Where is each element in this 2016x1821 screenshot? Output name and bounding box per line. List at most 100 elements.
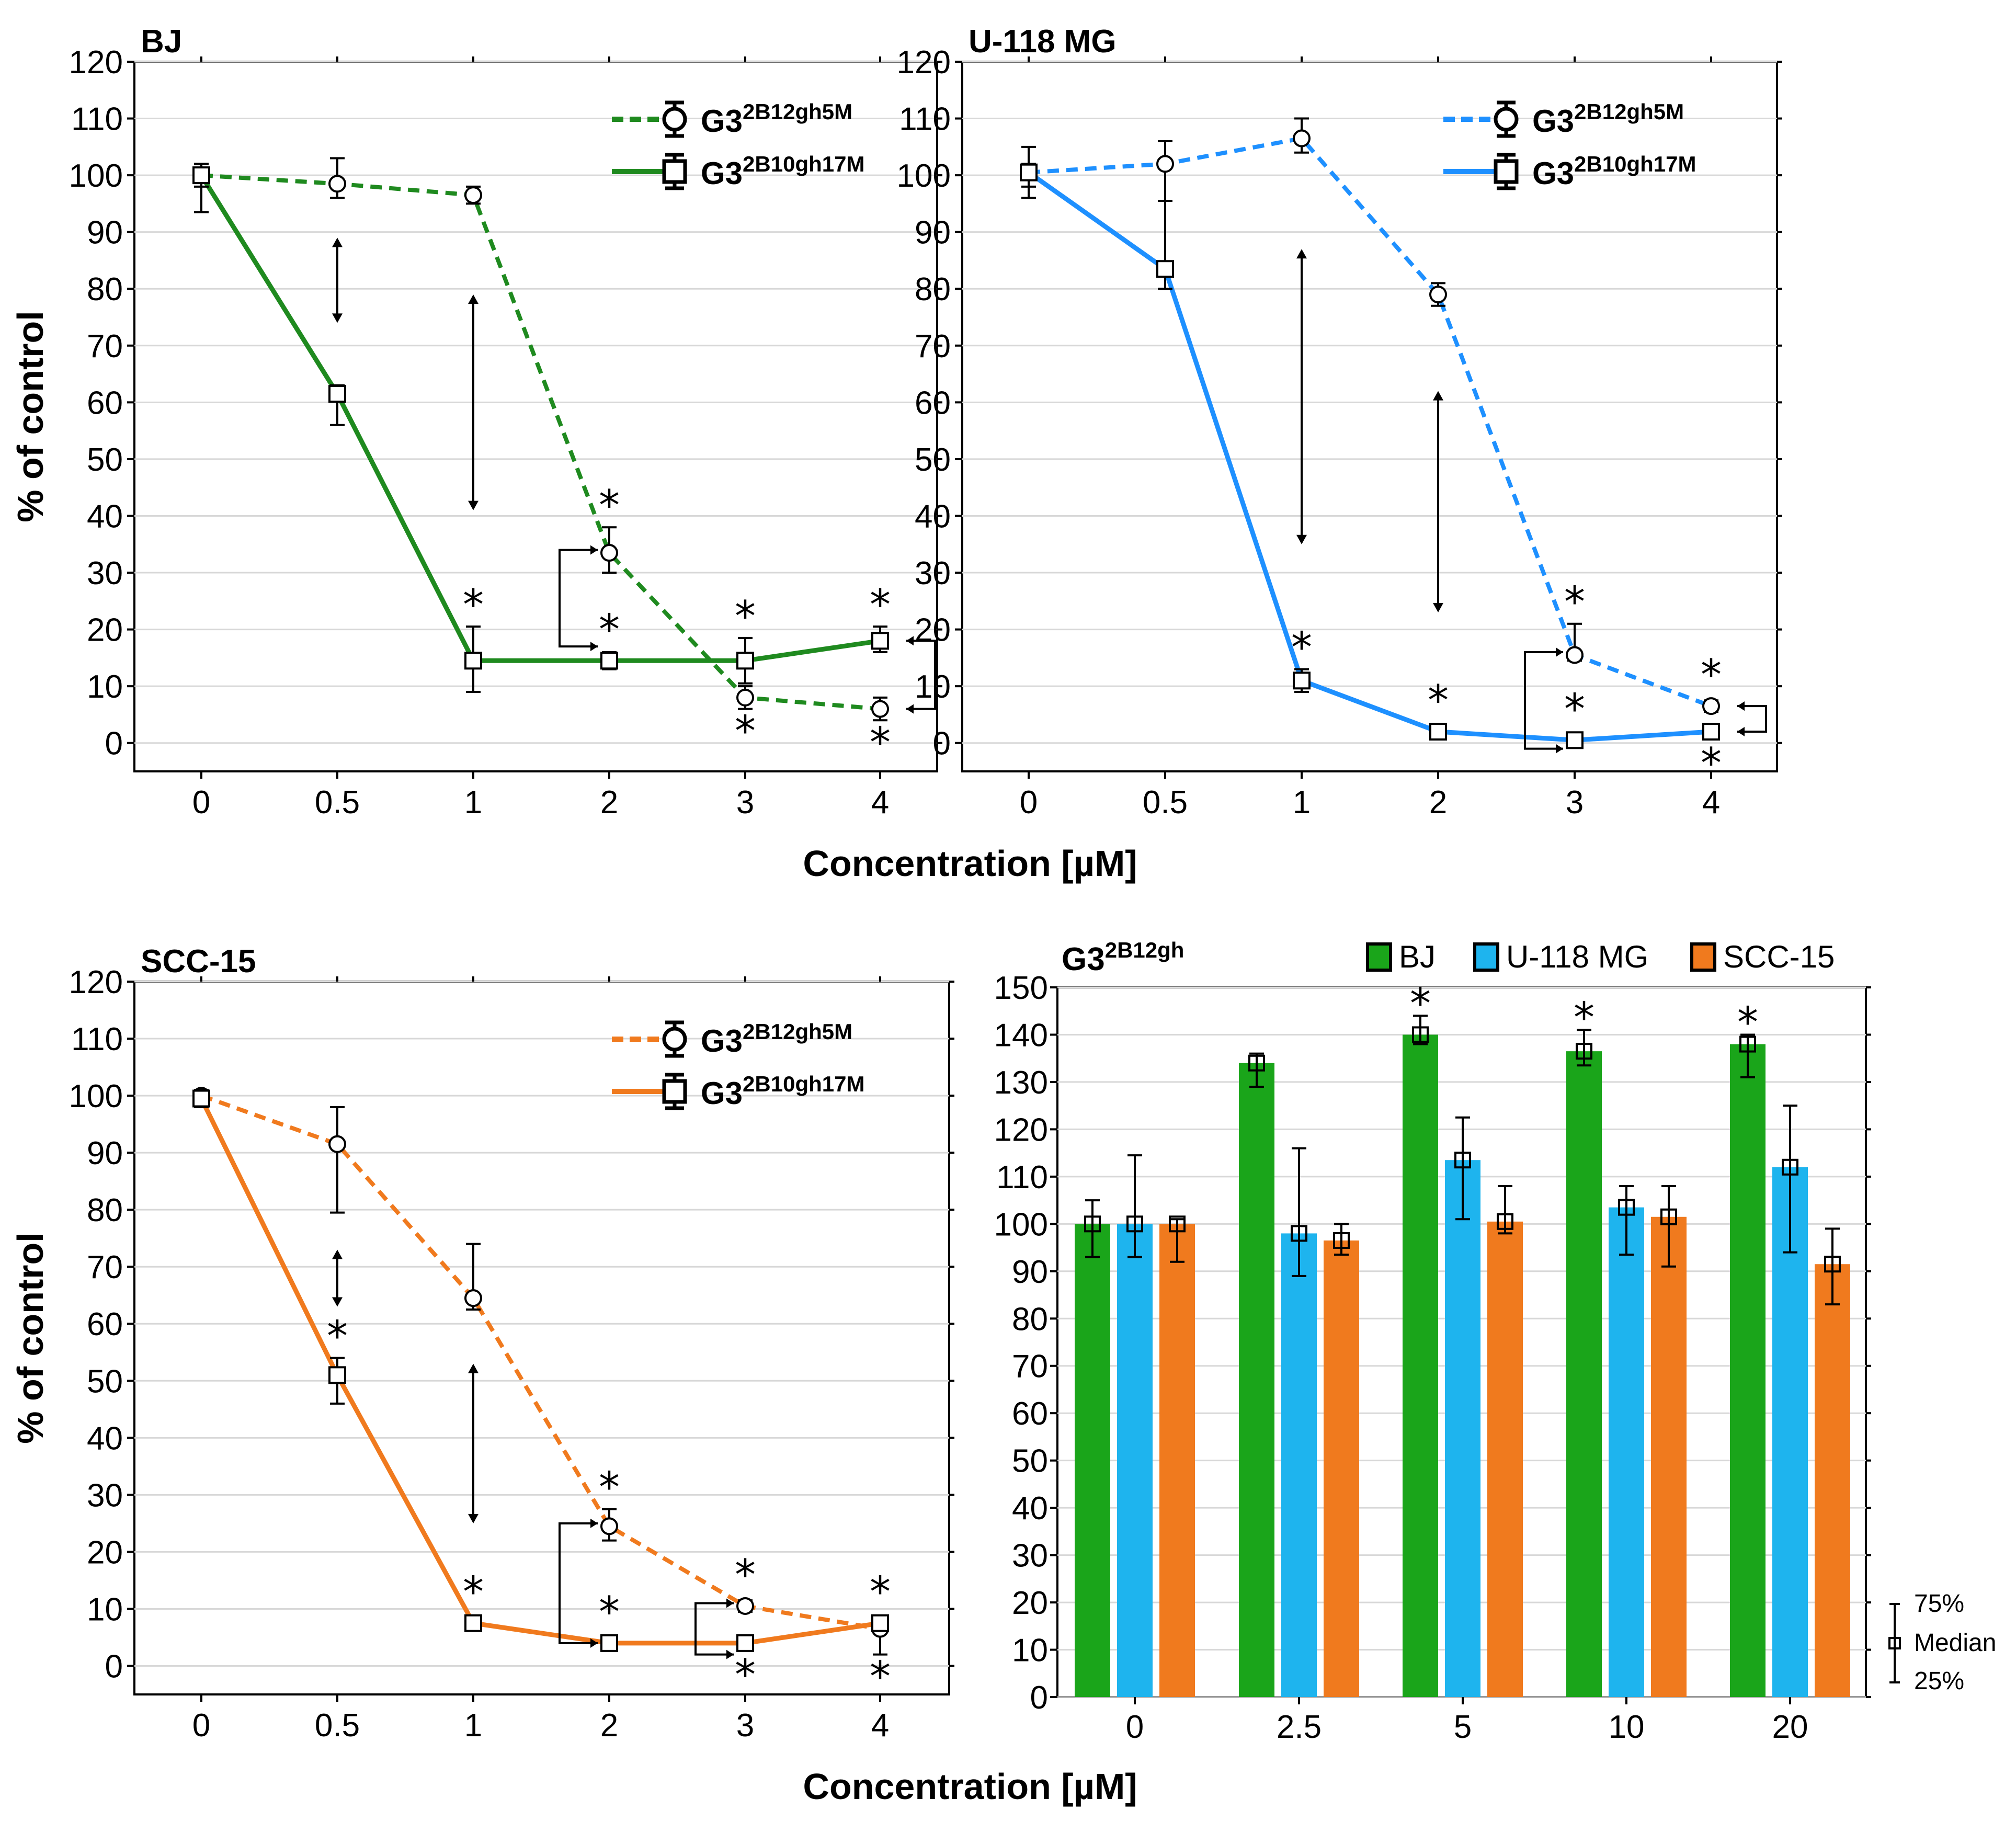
significance-star: * [735, 1651, 756, 1699]
data-point-square [1156, 260, 1174, 278]
significance-star: * [870, 581, 891, 629]
significance-star: * [735, 707, 756, 756]
y-tick-label: 20 [1012, 1585, 1048, 1621]
panel-title: BJ [141, 24, 182, 60]
y-tick-label: 60 [87, 385, 123, 421]
data-point-square [736, 1634, 754, 1652]
x-tick-label: 4 [871, 1708, 889, 1744]
chart-panel-bar: 0 10 20 30 40 50 60 70 80 90 100 110 120 130 140 150 0 2.… [994, 938, 1871, 1745]
y-tick-label: 30 [915, 555, 951, 591]
legend-label-base: G3 [701, 104, 743, 139]
y-axis-label: % of control [10, 1232, 51, 1443]
legend-label: G32B10gh17M [701, 1072, 864, 1111]
arrow-head [332, 1297, 343, 1307]
chart-panel-scc15: 0 10 20 30 40 50 60 70 80 90 100 110 120 0 0.5 1 2 3 4 SCC-… [10, 943, 954, 1744]
x-tick-label: 2.5 [1277, 1709, 1322, 1745]
data-point-circle [871, 700, 889, 718]
y-tick-label: 100 [69, 158, 123, 194]
data-point-circle [1156, 155, 1174, 173]
y-tick-label: 50 [87, 1363, 123, 1399]
x-tick-label: 4 [1702, 784, 1720, 821]
y-tick-label: 120 [69, 964, 123, 1000]
x-tick-label: 0.5 [315, 784, 360, 821]
bar [1772, 1167, 1808, 1697]
data-point-square [1293, 672, 1311, 690]
median-marker [1576, 1043, 1592, 1060]
x-tick-label: 2 [1429, 784, 1447, 821]
arrow-head [906, 636, 914, 646]
x-tick-label: 0.5 [315, 1708, 360, 1744]
x-tick-label: 2 [600, 784, 618, 821]
y-tick-label: 70 [87, 1249, 123, 1285]
y-tick-label: 80 [1012, 1301, 1048, 1337]
median-marker [1660, 1208, 1677, 1225]
bar [1239, 1063, 1274, 1697]
y-tick-label: 40 [87, 498, 123, 534]
legend-label-sup: 2B12gh5M [743, 1019, 852, 1044]
bar [1487, 1221, 1523, 1697]
y-tick-label: 0 [105, 726, 123, 762]
bar [1117, 1224, 1153, 1697]
median-marker [1824, 1256, 1841, 1273]
y-tick-label: 130 [994, 1065, 1048, 1101]
data-point-square [1566, 731, 1584, 749]
y-tick-label: 120 [69, 44, 123, 81]
legend-label: G32B10gh17M [701, 152, 864, 191]
bar [1730, 1044, 1766, 1697]
y-tick-label: 50 [87, 442, 123, 478]
arrow-head [468, 1363, 479, 1373]
x-tick-label: 10 [1609, 1709, 1645, 1745]
data-point-circle [464, 186, 482, 204]
arrow-head [1433, 391, 1443, 401]
median-marker [1412, 1026, 1429, 1043]
legend-label-sup: 2B12gh5M [743, 99, 852, 124]
comparison-bracket [559, 1522, 598, 1644]
significance-star: * [735, 1551, 756, 1599]
y-tick-label: 70 [1012, 1349, 1048, 1385]
y-tick-label: 60 [915, 385, 951, 421]
bar [1281, 1233, 1317, 1697]
y-tick-label: 30 [1012, 1538, 1048, 1574]
y-tick-label: 40 [1012, 1490, 1048, 1527]
data-point-circle [1429, 286, 1447, 304]
median-marker [1169, 1215, 1186, 1233]
box-key-75: 75% [1914, 1590, 1964, 1618]
y-tick-label: 110 [71, 101, 123, 138]
legend-marker-circle [662, 107, 687, 132]
y-tick-label: 100 [69, 1078, 123, 1114]
significance-star: * [870, 1568, 891, 1617]
data-point-square [871, 632, 889, 650]
data-point-square [871, 1614, 889, 1632]
x-tick-label: 3 [736, 784, 754, 821]
x-tick-label: 5 [1454, 1709, 1472, 1745]
y-tick-label: 50 [1012, 1443, 1048, 1479]
bar [1609, 1207, 1644, 1697]
x-tick-label: 1 [464, 1708, 482, 1744]
y-tick-label: 10 [915, 669, 951, 705]
data-point-square [328, 1366, 346, 1384]
y-tick-label: 90 [87, 215, 123, 251]
significance-star: * [463, 581, 484, 629]
y-tick-label: 10 [87, 669, 123, 705]
chart-panel-u118mg: 0 10 20 30 40 50 60 70 80 90 100 110 120 0 0.5 1 2 3 4 U-11… [897, 24, 1782, 821]
bar [1445, 1160, 1480, 1697]
legend-swatch [1366, 942, 1392, 972]
median-marker [1126, 1215, 1143, 1233]
y-tick-label: 110 [71, 1021, 123, 1057]
y-tick-label: 80 [87, 271, 123, 308]
arrow-head [1737, 701, 1745, 711]
y-tick-label: 0 [105, 1648, 123, 1685]
plot-frame [961, 61, 1778, 772]
y-tick-label: 10 [87, 1591, 123, 1627]
data-point-square [192, 166, 210, 185]
significance-star: * [599, 1463, 620, 1512]
legend-marker-square [662, 1079, 687, 1104]
data-point-circle [328, 1135, 346, 1153]
y-tick-label: 40 [915, 498, 951, 534]
box-key-legend: 75% Median 25% [1888, 1590, 1996, 1695]
arrow-head [468, 500, 479, 510]
legend-label-base: G3 [1532, 156, 1574, 191]
data-point-square [1702, 723, 1720, 741]
significance-star: * [1428, 676, 1449, 725]
